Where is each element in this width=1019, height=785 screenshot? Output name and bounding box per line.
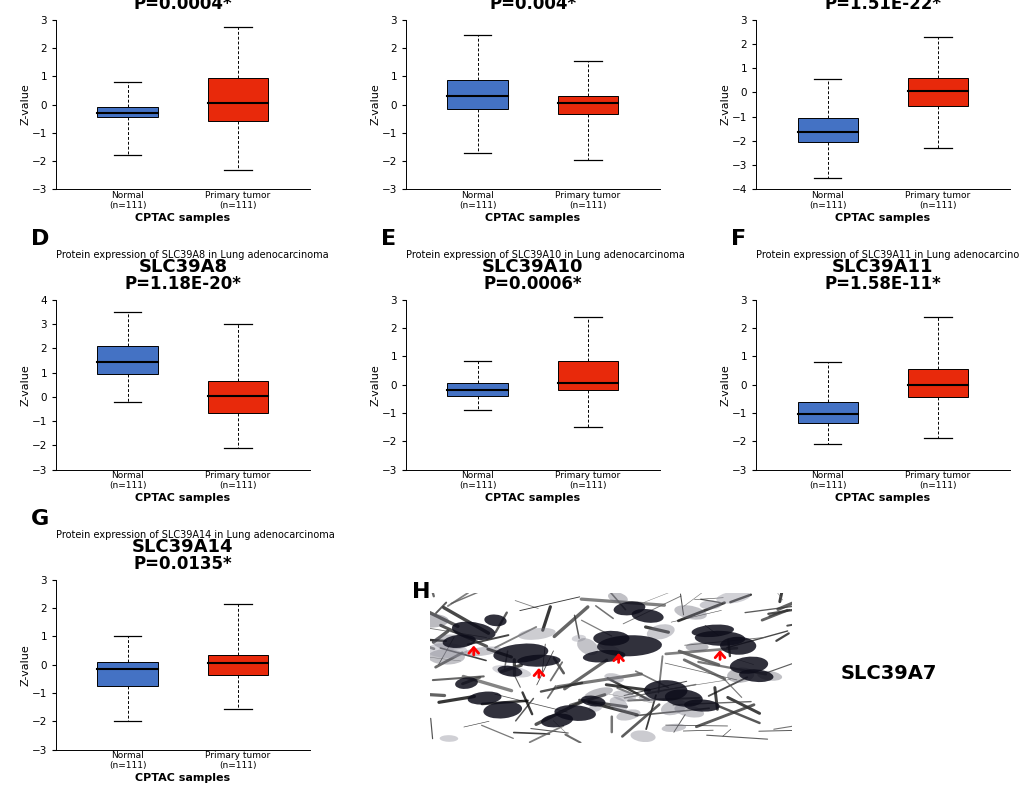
Bar: [447, 81, 507, 109]
X-axis label: CPTAC samples: CPTAC samples: [136, 493, 230, 503]
Text: P=0.0135*: P=0.0135*: [133, 555, 232, 573]
Text: Protein expression of SLC39A8 in Lung adenocarcinoma: Protein expression of SLC39A8 in Lung ad…: [56, 250, 328, 260]
Text: SLC39A11: SLC39A11: [832, 258, 932, 276]
Bar: [797, 118, 857, 142]
Bar: [208, 381, 268, 413]
Text: F: F: [730, 228, 745, 249]
Text: P=1.18E-20*: P=1.18E-20*: [124, 275, 242, 293]
Text: P=1.58E-11*: P=1.58E-11*: [823, 275, 941, 293]
X-axis label: CPTAC samples: CPTAC samples: [485, 493, 580, 503]
Y-axis label: Z-value: Z-value: [719, 363, 730, 406]
X-axis label: CPTAC samples: CPTAC samples: [136, 773, 230, 783]
Y-axis label: Z-value: Z-value: [20, 84, 31, 126]
X-axis label: CPTAC samples: CPTAC samples: [485, 213, 580, 223]
Text: E: E: [380, 228, 395, 249]
Text: Protein expression of SLC39A14 in Lung adenocarcinoma: Protein expression of SLC39A14 in Lung a…: [56, 530, 334, 540]
Y-axis label: Z-value: Z-value: [20, 363, 31, 406]
Bar: [98, 108, 158, 117]
Text: SLC39A7: SLC39A7: [840, 664, 936, 683]
Text: P=0.004*: P=0.004*: [489, 0, 576, 13]
Bar: [557, 360, 618, 390]
Text: Protein expression of SLC39A10 in Lung adenocarcinoma: Protein expression of SLC39A10 in Lung a…: [406, 250, 684, 260]
X-axis label: CPTAC samples: CPTAC samples: [136, 213, 230, 223]
Bar: [797, 402, 857, 423]
X-axis label: CPTAC samples: CPTAC samples: [835, 213, 929, 223]
Bar: [907, 369, 967, 397]
Y-axis label: Z-value: Z-value: [370, 363, 380, 406]
Bar: [98, 346, 158, 374]
Text: D: D: [31, 228, 49, 249]
Text: H: H: [412, 582, 430, 601]
Text: P=0.0004*: P=0.0004*: [133, 0, 232, 13]
Text: P=0.0006*: P=0.0006*: [483, 275, 582, 293]
Y-axis label: Z-value: Z-value: [20, 644, 31, 685]
Bar: [98, 662, 158, 686]
Text: SLC39A10: SLC39A10: [482, 258, 583, 276]
Bar: [208, 78, 268, 122]
Bar: [907, 78, 967, 106]
Text: SLC39A14: SLC39A14: [132, 539, 233, 556]
Bar: [557, 96, 618, 115]
Y-axis label: Z-value: Z-value: [370, 84, 380, 126]
X-axis label: CPTAC samples: CPTAC samples: [835, 493, 929, 503]
Text: P=1.51E-22*: P=1.51E-22*: [823, 0, 941, 13]
Text: SLC39A8: SLC39A8: [139, 258, 227, 276]
Bar: [447, 383, 507, 396]
Text: Protein expression of SLC39A11 in Lung adenocarcinoma: Protein expression of SLC39A11 in Lung a…: [755, 250, 1019, 260]
Text: G: G: [31, 509, 49, 529]
Bar: [208, 655, 268, 674]
Y-axis label: Z-value: Z-value: [719, 84, 730, 126]
